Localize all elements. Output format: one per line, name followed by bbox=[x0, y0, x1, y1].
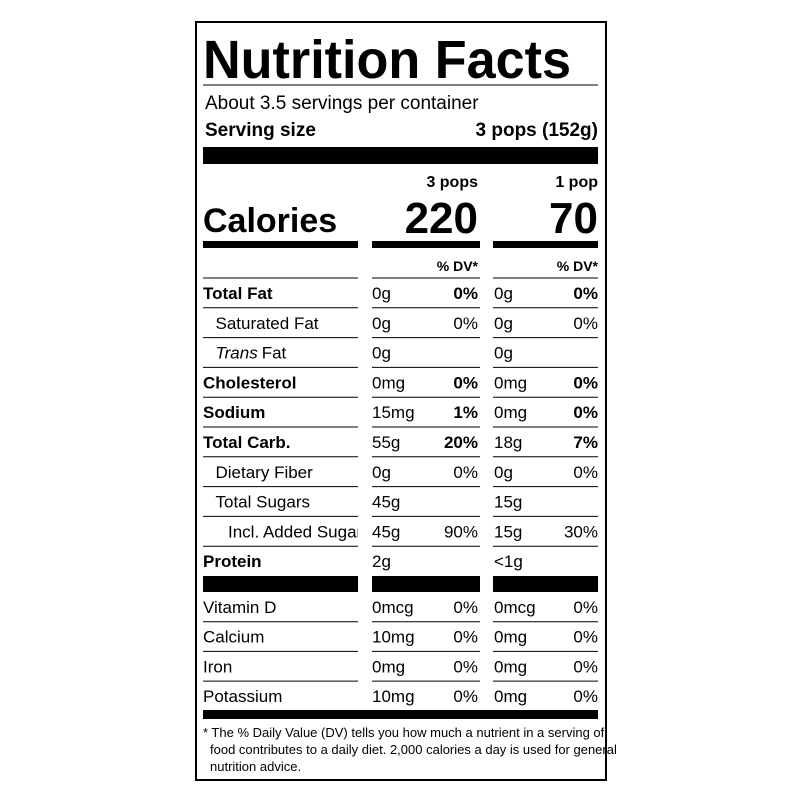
amount: 0mg bbox=[494, 403, 527, 422]
footnote: nutrition advice. bbox=[210, 759, 301, 774]
amount: 0mcg bbox=[494, 598, 536, 617]
daily-value: 0% bbox=[573, 403, 598, 422]
amount: 15mg bbox=[372, 403, 415, 422]
amount: 15g bbox=[494, 493, 522, 512]
column-header: 1 pop bbox=[555, 174, 598, 191]
footnote: food contributes to a daily diet. 2,000 … bbox=[210, 742, 617, 757]
daily-value: 0% bbox=[573, 463, 598, 482]
daily-value: 0% bbox=[453, 284, 478, 303]
amount: 15g bbox=[494, 522, 522, 541]
serving-size-label: Serving size bbox=[205, 120, 316, 141]
nutrient-name: Incl. Added Sugars bbox=[228, 522, 371, 541]
daily-value: 20% bbox=[444, 433, 478, 452]
daily-value: 0% bbox=[453, 463, 478, 482]
bar bbox=[493, 241, 598, 248]
nutrient-name: Saturated Fat bbox=[216, 314, 319, 333]
daily-value: 0% bbox=[453, 687, 478, 706]
nutrient-name: Sodium bbox=[203, 403, 265, 422]
daily-value: 0% bbox=[573, 598, 598, 617]
amount: 0g bbox=[372, 463, 391, 482]
calories-value: 220 bbox=[405, 194, 478, 243]
amount: 0mg bbox=[494, 657, 527, 676]
amount: 18g bbox=[494, 433, 522, 452]
daily-value: 0% bbox=[453, 657, 478, 676]
serving-size-value: 3 pops (152g) bbox=[476, 120, 598, 141]
daily-value: 0% bbox=[453, 314, 478, 333]
calories-value: 70 bbox=[549, 194, 598, 243]
amount: 0mg bbox=[494, 687, 527, 706]
amount: 0mg bbox=[372, 657, 405, 676]
nutrient-name: Dietary Fiber bbox=[216, 463, 314, 482]
bar bbox=[372, 576, 480, 592]
daily-value: 0% bbox=[573, 628, 598, 647]
amount: 0mg bbox=[494, 628, 527, 647]
daily-value: 90% bbox=[444, 522, 478, 541]
daily-value: 7% bbox=[573, 433, 598, 452]
amount: 0g bbox=[494, 463, 513, 482]
amount: 0g bbox=[494, 314, 513, 333]
amount: 0mcg bbox=[372, 598, 414, 617]
amount: 45g bbox=[372, 493, 400, 512]
daily-value: 0% bbox=[573, 657, 598, 676]
daily-value: 0% bbox=[453, 628, 478, 647]
footnote: * The % Daily Value (DV) tells you how m… bbox=[203, 725, 605, 740]
amount: 10mg bbox=[372, 687, 415, 706]
daily-value: 0% bbox=[573, 314, 598, 333]
amount: 10mg bbox=[372, 628, 415, 647]
nutrient-name: Calcium bbox=[203, 628, 264, 647]
amount: 0g bbox=[372, 284, 391, 303]
amount: 0g bbox=[372, 314, 391, 333]
amount: 0mg bbox=[372, 373, 405, 392]
bar bbox=[203, 241, 358, 248]
nutrient-name-rest: Fat bbox=[262, 344, 287, 363]
daily-value: 0% bbox=[453, 373, 478, 392]
calories-label: Calories bbox=[203, 202, 337, 240]
daily-value: 0% bbox=[573, 687, 598, 706]
amount: 45g bbox=[372, 522, 400, 541]
nutrient-name: Protein bbox=[203, 552, 262, 571]
amount: <1g bbox=[494, 552, 523, 571]
amount: 0g bbox=[372, 344, 391, 363]
amount: 2g bbox=[372, 552, 391, 571]
nutrient-name: Trans Fat bbox=[216, 344, 287, 363]
nutrient-name: Total Fat bbox=[203, 284, 273, 303]
thick-bar bbox=[203, 710, 598, 719]
bar bbox=[372, 241, 480, 248]
amount: 0g bbox=[494, 284, 513, 303]
border bbox=[195, 21, 607, 781]
bar bbox=[493, 576, 598, 592]
amount: 0g bbox=[494, 344, 513, 363]
daily-value: 0% bbox=[573, 284, 598, 303]
amount: 55g bbox=[372, 433, 400, 452]
column-header: 3 pops bbox=[426, 174, 478, 191]
nutrient-name: Vitamin D bbox=[203, 598, 276, 617]
daily-value: 30% bbox=[564, 522, 598, 541]
bar bbox=[203, 576, 358, 592]
daily-value: 0% bbox=[573, 373, 598, 392]
nutrient-name: Total Carb. bbox=[203, 433, 291, 452]
servings: About 3.5 servings per container bbox=[205, 93, 479, 114]
nutrient-name: Total Sugars bbox=[216, 493, 311, 512]
nutrient-name-italic: Trans bbox=[216, 344, 259, 363]
daily-value: 1% bbox=[453, 403, 478, 422]
title: Nutrition Facts bbox=[203, 30, 571, 90]
daily-value: 0% bbox=[453, 598, 478, 617]
dv-header: % DV* bbox=[557, 258, 599, 274]
thick-bar bbox=[203, 147, 598, 164]
amount: 0mg bbox=[494, 373, 527, 392]
nutrient-name: Iron bbox=[203, 657, 232, 676]
nutrient-name: Cholesterol bbox=[203, 373, 297, 392]
dv-header: % DV* bbox=[437, 258, 479, 274]
nutrient-name: Potassium bbox=[203, 687, 282, 706]
